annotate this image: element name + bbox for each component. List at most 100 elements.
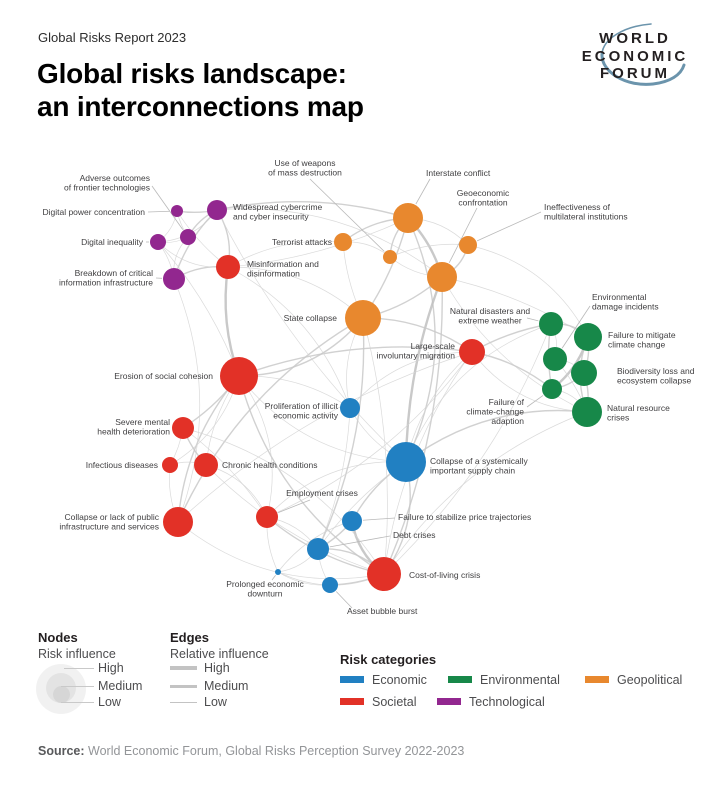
edge-mental-costliving (182, 427, 385, 575)
risk-node-cyber (207, 200, 227, 220)
legend-category-economic: Economic (340, 673, 427, 687)
legend-category-geopolitical: Geopolitical (585, 673, 682, 687)
page-title-line2: an interconnections map (37, 91, 364, 122)
risk-node-wmd (383, 250, 397, 264)
legend-nodes-subtitle: Risk influence (38, 647, 116, 661)
legend-category-societal: Societal (340, 695, 416, 709)
risk-node-interstate (393, 203, 423, 233)
node-size-low-circle (53, 686, 70, 703)
risk-label-infectious: Infectious diseases (86, 460, 158, 470)
risk-label-debt: Debt crises (393, 530, 436, 540)
edge-chronic-costliving (205, 464, 385, 575)
label-pointer-envdam (561, 305, 591, 349)
risk-label-erosion: Erosion of social cohesion (114, 371, 213, 381)
wef-logo-swoosh-icon (600, 23, 686, 86)
edge-supplychain-cyber (216, 209, 407, 463)
risk-label-migration: Large-scale involuntary migration (377, 341, 456, 361)
edge-erosion-supplychain (238, 375, 407, 463)
edge-natres-costliving (383, 411, 588, 575)
risk-node-misinfo (216, 255, 240, 279)
risk-node-price (342, 511, 362, 531)
risk-label-biodiv: Biodiversity loss and ecosystem collapse (617, 366, 695, 386)
risk-node-geoecon (427, 262, 457, 292)
risk-label-natdis: Natural disasters and extreme weather (450, 306, 531, 326)
edge-prolif-misinfo (227, 266, 351, 409)
risk-node-dineq (150, 234, 166, 250)
risk-node-asset (322, 577, 338, 593)
risk-node-ineffect (459, 236, 477, 254)
page-title: Global risks landscape: an interconnecti… (37, 57, 364, 123)
risk-node-prolif (340, 398, 360, 418)
edge-geoecon-costliving (383, 276, 443, 575)
risk-node-debt (307, 538, 329, 560)
edge-statecollapse-pubinfra (177, 317, 364, 523)
wef-logo-line1: WORLD (599, 30, 671, 47)
edge-cyber-breakdown (173, 209, 218, 280)
legend-category-environmental: Environmental (448, 673, 560, 687)
edge-ineffect-wmd (389, 243, 469, 258)
risk-label-chronic: Chronic health conditions (222, 460, 317, 470)
risk-label-geoecon: Geoeconomic confrontation (457, 188, 510, 208)
risk-node-adaption (542, 379, 562, 399)
risk-label-cyber: Widespread cybercrime and cyber insecurit… (233, 202, 323, 222)
environmental-label: Environmental (480, 673, 560, 687)
edge-natdis-supplychain (405, 323, 552, 463)
risk-node-envdam (543, 347, 567, 371)
edge-erosion-statecollapse (238, 317, 364, 377)
risk-node-breakdown (163, 268, 185, 290)
risk-label-interstate: Interstate conflict (426, 168, 491, 178)
risk-label-mitigate: Failure to mitigate climate change (608, 330, 676, 350)
legend-categories-title: Risk categories (340, 652, 437, 667)
risk-node-mitigate (574, 323, 602, 351)
label-pointer-geoecon (448, 207, 478, 263)
source-text: World Economic Forum, Global Risks Perce… (84, 744, 465, 758)
risk-label-breakdown: Breakdown of critical information infrast… (59, 268, 153, 288)
risk-label-prolif: Proliferation of illicit economic activit… (265, 401, 339, 421)
node-size-high-circle (36, 664, 86, 714)
edge-erosion-employment (238, 375, 273, 518)
edge-natres-migration (471, 351, 588, 413)
risk-label-dineq: Digital inequality (81, 237, 144, 247)
risk-node-migration (459, 339, 485, 365)
label-pointer-dpc (147, 210, 171, 213)
risk-node-adverse (180, 229, 196, 245)
risk-label-pubinfra: Collapse or lack of public infrastructure… (59, 512, 159, 532)
label-pointer-price (362, 517, 396, 521)
node-legend-leader-low (61, 702, 94, 703)
legend-edges-subtitle: Relative influence (170, 647, 269, 661)
edge-interstate-supplychain (405, 217, 436, 463)
label-pointer-natdis (526, 317, 539, 322)
technological-label: Technological (469, 695, 545, 709)
report-kicker: Global Risks Report 2023 (38, 30, 187, 45)
geopolitical-label: Geopolitical (617, 673, 683, 687)
risk-node-pubinfra (163, 507, 193, 537)
wef-logo: WORLD ECONOMIC FORUM (570, 30, 700, 83)
wef-logo-line2: ECONOMIC (581, 47, 689, 65)
edge-pubinfra-migration (177, 351, 473, 523)
societal-label: Societal (372, 695, 417, 709)
risk-label-mental: Severe mental health deterioration (97, 417, 170, 437)
risk-node-dpc (171, 205, 183, 217)
risk-node-supplychain (386, 442, 426, 482)
risk-label-misinfo: Misinformation and disinformation (247, 259, 319, 279)
label-pointer-interstate (415, 178, 431, 205)
risk-node-biodiv (571, 360, 597, 386)
risk-node-natdis (539, 312, 563, 336)
risk-label-employment: Employment crises (286, 488, 358, 498)
node-legend-leader-medium (61, 686, 94, 687)
edge-legend-high-label: High (204, 661, 230, 675)
edge-ineffect-mitigate (467, 244, 589, 338)
edge-legend-medium-label: Medium (204, 679, 249, 693)
economic-swatch (340, 676, 364, 684)
edge-migration-employment (266, 351, 473, 518)
label-pointer-adaption (526, 395, 544, 408)
legend-category-technological: Technological (437, 695, 545, 709)
risk-label-downturn: Prolonged economic downturn (226, 579, 304, 599)
edge-employment-mental (182, 427, 268, 518)
edge-geoecon-cyber (216, 208, 443, 278)
page-title-line1: Global risks landscape: (37, 58, 347, 89)
source-line: Source: World Economic Forum, Global Ris… (38, 744, 464, 758)
environmental-swatch (448, 676, 472, 684)
